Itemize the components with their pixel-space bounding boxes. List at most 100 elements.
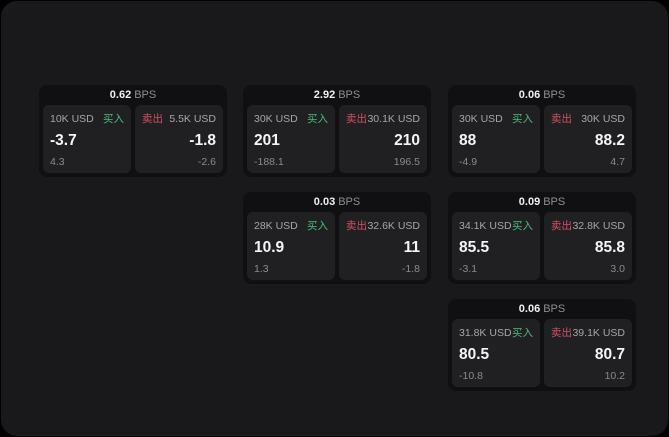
sell-delta: 3.0: [610, 262, 625, 275]
quote-card-body: 31.8K USD 买入 80.5 -10.8 卖出 39.1K USD 80.…: [452, 319, 632, 387]
quote-card-body: 30K USD 买入 201 -188.1 卖出 30.1K USD 210 1…: [247, 105, 427, 173]
buy-panel-top: 30K USD 买入: [459, 111, 533, 126]
buy-panel-top: 31.8K USD 买入: [459, 325, 533, 340]
bps-unit-label: BPS: [134, 89, 157, 101]
buy-panel[interactable]: 34.1K USD 买入 85.5 -3.1: [452, 212, 540, 280]
buy-price: 88: [459, 132, 477, 150]
bps-header: 0.03 BPS: [247, 192, 427, 212]
sell-price: 210: [394, 132, 420, 150]
sell-panel-top: 卖出 5.5K USD: [142, 111, 216, 126]
sell-price: 80.7: [594, 346, 625, 364]
buy-panel[interactable]: 30K USD 买入 88 -4.9: [452, 105, 540, 173]
sell-delta: -2.6: [197, 155, 216, 168]
quote-card[interactable]: 0.09 BPS 34.1K USD 买入 85.5 -3.1 卖出 32.8K …: [448, 192, 636, 284]
buy-panel-top: 28K USD 买入: [254, 218, 328, 233]
buy-notional: 31.8K USD: [459, 327, 512, 339]
buy-notional: 28K USD: [254, 220, 298, 232]
bps-value: 0.62: [109, 89, 132, 101]
quote-card[interactable]: 2.92 BPS 30K USD 买入 201 -188.1 卖出 30.1K U…: [243, 85, 431, 177]
bps-unit-label: BPS: [338, 89, 361, 101]
bps-header: 2.92 BPS: [247, 85, 427, 105]
bps-header: 0.06 BPS: [452, 299, 632, 319]
buy-price: 201: [254, 132, 280, 150]
sell-panel[interactable]: 卖出 32.6K USD 11 -1.8: [339, 212, 427, 280]
bps-unit-label: BPS: [338, 196, 361, 208]
sell-panel[interactable]: 卖出 32.8K USD 85.8 3.0: [544, 212, 632, 280]
sell-notional: 39.1K USD: [572, 327, 625, 339]
buy-side-label: 买入: [103, 113, 124, 125]
sell-notional: 32.8K USD: [572, 220, 625, 232]
sell-side-label: 卖出: [142, 113, 163, 125]
sell-price: 11: [403, 239, 420, 257]
sell-price: -1.8: [189, 132, 216, 150]
buy-notional: 10K USD: [50, 113, 94, 125]
buy-delta: -188.1: [254, 155, 284, 168]
sell-delta: 196.5: [393, 155, 420, 168]
buy-panel-top: 30K USD 买入: [254, 111, 328, 126]
sell-panel-top: 卖出 32.6K USD: [346, 218, 420, 233]
sell-side-label: 卖出: [551, 327, 572, 339]
buy-delta: -10.8: [459, 369, 483, 382]
sell-delta: 4.7: [610, 155, 625, 168]
sell-panel[interactable]: 卖出 5.5K USD -1.8 -2.6: [135, 105, 223, 173]
buy-panel[interactable]: 28K USD 买入 10.9 1.3: [247, 212, 335, 280]
bps-unit-label: BPS: [543, 196, 566, 208]
quote-card[interactable]: 0.62 BPS 10K USD 买入 -3.7 4.3 卖出 5.5K USD …: [39, 85, 227, 177]
buy-side-label: 买入: [512, 113, 533, 125]
sell-notional: 5.5K USD: [169, 113, 216, 125]
buy-side-label: 买入: [512, 327, 533, 339]
sell-panel[interactable]: 卖出 39.1K USD 80.7 10.2: [544, 319, 632, 387]
bps-unit-label: BPS: [543, 303, 566, 315]
buy-price: 85.5: [459, 239, 490, 257]
quote-card[interactable]: 0.06 BPS 31.8K USD 买入 80.5 -10.8 卖出 39.1K…: [448, 299, 636, 391]
sell-panel-top: 卖出 30K USD: [551, 111, 625, 126]
buy-panel[interactable]: 30K USD 买入 201 -188.1: [247, 105, 335, 173]
bps-value: 0.06: [518, 303, 541, 315]
buy-notional: 34.1K USD: [459, 220, 512, 232]
quote-card[interactable]: 0.06 BPS 30K USD 买入 88 -4.9 卖出 30K USD 88…: [448, 85, 636, 177]
buy-panel[interactable]: 31.8K USD 买入 80.5 -10.8: [452, 319, 540, 387]
buy-panel-top: 34.1K USD 买入: [459, 218, 533, 233]
bps-value: 0.03: [313, 196, 336, 208]
buy-panel-top: 10K USD 买入: [50, 111, 124, 126]
buy-panel[interactable]: 10K USD 买入 -3.7 4.3: [43, 105, 131, 173]
bps-header: 0.09 BPS: [452, 192, 632, 212]
sell-side-label: 卖出: [551, 113, 572, 125]
sell-panel[interactable]: 卖出 30K USD 88.2 4.7: [544, 105, 632, 173]
buy-price: 80.5: [459, 346, 490, 364]
sell-side-label: 卖出: [551, 220, 572, 232]
sell-notional: 30K USD: [581, 113, 625, 125]
buy-side-label: 买入: [307, 113, 328, 125]
bps-value: 0.09: [518, 196, 541, 208]
sell-price: 88.2: [594, 132, 625, 150]
quote-card[interactable]: 0.03 BPS 28K USD 买入 10.9 1.3 卖出 32.6K USD…: [243, 192, 431, 284]
sell-price: 85.8: [594, 239, 625, 257]
sell-notional: 30.1K USD: [367, 113, 420, 125]
bps-header: 0.62 BPS: [43, 85, 223, 105]
bps-unit-label: BPS: [543, 89, 566, 101]
buy-delta: -4.9: [459, 155, 478, 168]
bps-value: 0.06: [518, 89, 541, 101]
sell-delta: 10.2: [604, 369, 625, 382]
buy-side-label: 买入: [512, 220, 533, 232]
sell-side-label: 卖出: [346, 113, 367, 125]
buy-delta: -3.1: [459, 262, 478, 275]
sell-panel[interactable]: 卖出 30.1K USD 210 196.5: [339, 105, 427, 173]
buy-delta: 4.3: [50, 155, 65, 168]
buy-notional: 30K USD: [459, 113, 503, 125]
sell-panel-top: 卖出 39.1K USD: [551, 325, 625, 340]
quote-card-body: 34.1K USD 买入 85.5 -3.1 卖出 32.8K USD 85.8…: [452, 212, 632, 280]
bps-value: 2.92: [313, 89, 336, 101]
bps-header: 0.06 BPS: [452, 85, 632, 105]
buy-price: -3.7: [50, 132, 77, 150]
sell-notional: 32.6K USD: [367, 220, 420, 232]
sell-panel-top: 卖出 32.8K USD: [551, 218, 625, 233]
sell-delta: -1.8: [401, 262, 420, 275]
buy-side-label: 买入: [307, 220, 328, 232]
sell-panel-top: 卖出 30.1K USD: [346, 111, 420, 126]
buy-notional: 30K USD: [254, 113, 298, 125]
sell-side-label: 卖出: [346, 220, 367, 232]
quote-card-body: 28K USD 买入 10.9 1.3 卖出 32.6K USD 11 -1.8: [247, 212, 427, 280]
quote-card-body: 10K USD 买入 -3.7 4.3 卖出 5.5K USD -1.8 -2.…: [43, 105, 223, 173]
